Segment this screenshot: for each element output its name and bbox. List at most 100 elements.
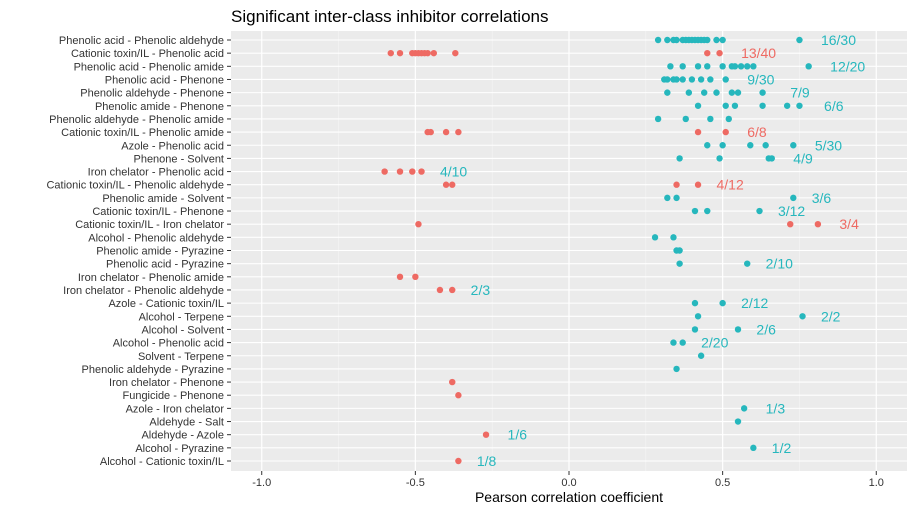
data-point [728, 89, 736, 96]
count-annotation: 4/10 [440, 164, 467, 180]
count-annotation: 1/6 [508, 427, 528, 443]
data-point [673, 36, 680, 44]
y-tick-label: Phenolic acid - Phenolic amide [74, 61, 224, 73]
data-point [783, 102, 791, 109]
data-point [688, 76, 696, 83]
y-tick-label: Iron chelator - Phenolic aldehyde [63, 285, 224, 297]
y-tick-label: Phenolic acid - Phenolic aldehyde [59, 35, 224, 47]
data-point [409, 168, 416, 175]
data-point [719, 63, 726, 70]
y-tick-label: Aldehyde - Salt [149, 417, 224, 429]
data-point [455, 392, 462, 399]
count-annotation: 3/4 [839, 216, 859, 232]
count-annotation: 4/9 [793, 150, 813, 166]
data-point [664, 89, 671, 96]
data-point [713, 89, 720, 96]
data-point [731, 63, 739, 70]
data-point [734, 326, 742, 333]
data-point [694, 102, 702, 109]
data-point [664, 76, 671, 83]
y-tick-label: Cationic toxin/IL - Iron chelator [75, 219, 224, 231]
y-tick-label: Alcohol - Pyrazine [135, 443, 224, 455]
data-point [449, 181, 456, 188]
y-tick-label: Alcohol - Cationic toxin/IL [100, 456, 224, 468]
x-tick-label: 0.0 [561, 477, 576, 489]
y-tick-label: Aldehyde - Azole [141, 430, 224, 442]
data-point [707, 76, 714, 83]
data-point [719, 36, 726, 44]
count-annotation: 6/8 [747, 124, 767, 140]
data-point [673, 365, 680, 373]
data-point [670, 339, 677, 346]
y-tick-label: Solvent - Terpene [138, 351, 224, 363]
data-point [396, 168, 404, 175]
y-tick-label: Azole - Cationic toxin/IL [108, 298, 224, 310]
y-tick-label: Phenolic acid - Phenone [105, 74, 224, 86]
data-point [759, 89, 766, 96]
data-point [704, 63, 711, 70]
data-point [455, 128, 462, 136]
data-point [679, 76, 686, 83]
y-tick-label: Fungicide - Phenone [122, 390, 224, 402]
y-tick-label: Iron chelator - Phenolic amide [78, 272, 224, 284]
data-point [713, 36, 720, 44]
data-point [415, 220, 422, 228]
data-point [424, 49, 431, 57]
y-tick-label: Azole - Iron chelator [126, 403, 225, 415]
data-point [747, 142, 754, 149]
data-point [750, 63, 757, 70]
y-tick-label: Alcohol - Terpene [139, 311, 224, 323]
count-annotation: 3/12 [778, 203, 805, 219]
data-point [701, 89, 708, 96]
data-point [694, 313, 702, 320]
x-axis-ticks: -1.0 -0.5 0.0 0.5 1.0 [252, 471, 884, 489]
count-annotation: 2/10 [766, 256, 793, 272]
data-point [412, 273, 419, 281]
data-point [664, 194, 671, 202]
data-point [744, 260, 751, 267]
data-point [762, 142, 769, 149]
count-annotation: 2/12 [741, 295, 768, 311]
data-point [670, 234, 677, 241]
count-annotation: 13/40 [741, 45, 776, 61]
chart-title: Significant inter-class inhibitor correl… [231, 7, 548, 26]
data-point [737, 63, 745, 70]
y-tick-label: Azole - Phenolic acid [121, 140, 224, 152]
data-point [387, 49, 394, 57]
x-tick-label: 0.5 [715, 477, 730, 489]
data-point [722, 102, 729, 109]
y-tick-label: Cationic toxin/IL - Phenolic aldehyde [46, 180, 224, 192]
data-point [430, 49, 437, 57]
y-tick-label: Phenolic aldehyde - Phenone [80, 88, 224, 100]
data-point [790, 194, 797, 202]
data-point [418, 168, 425, 175]
data-point [673, 76, 680, 83]
count-annotation: 7/9 [790, 85, 810, 101]
data-point [676, 260, 683, 267]
data-point [679, 339, 686, 346]
data-point [436, 286, 444, 294]
data-point [694, 63, 702, 70]
data-point [731, 102, 739, 109]
data-point [482, 431, 490, 438]
x-axis-title: Pearson correlation coefficient [475, 489, 663, 505]
y-tick-label: Iron chelator - Phenolic acid [88, 167, 224, 179]
y-tick-label: Cationic toxin/IL - Phenolic acid [71, 48, 224, 60]
data-point [691, 326, 699, 333]
data-point [679, 63, 686, 70]
count-annotation: 1/2 [772, 440, 792, 456]
data-point [704, 142, 711, 149]
count-annotation: 1/8 [477, 453, 497, 469]
count-annotation: 4/12 [716, 177, 743, 193]
data-point [740, 405, 748, 412]
data-point [799, 313, 806, 320]
count-annotation: 2/20 [701, 335, 728, 351]
data-point [744, 63, 751, 70]
y-axis-labels: Phenolic acid - Phenolic aldehydeCationi… [46, 35, 231, 468]
y-tick-label: Phenolic aldehyde - Phenolic amide [49, 114, 224, 126]
data-point [707, 115, 714, 123]
data-point [651, 234, 659, 241]
data-point [673, 181, 680, 188]
data-point [654, 36, 662, 44]
count-annotation: 6/6 [824, 98, 844, 114]
